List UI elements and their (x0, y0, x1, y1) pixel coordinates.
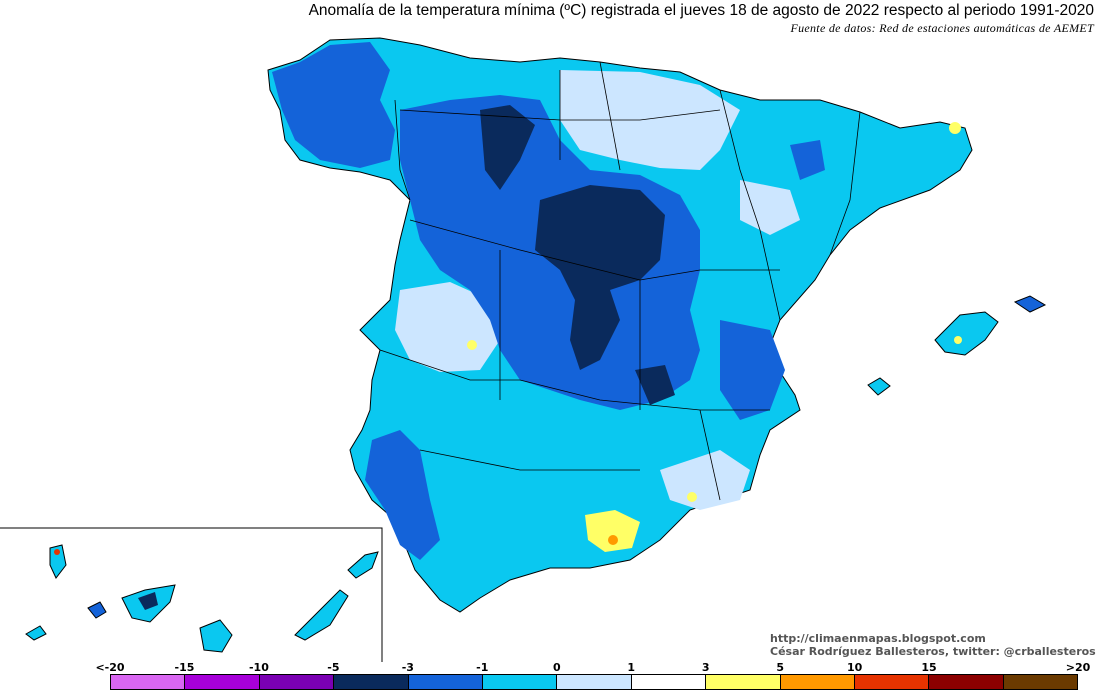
legend-swatch (482, 675, 558, 689)
legend-label: 0 (552, 661, 561, 674)
zone-extremadura-warm (467, 340, 477, 350)
el-hierro (25, 625, 47, 641)
legend-swatch (111, 675, 186, 689)
la-palma (49, 544, 67, 579)
legend-swatch (706, 675, 781, 689)
legend-swatch (1003, 675, 1078, 689)
legend-swatch (780, 675, 855, 689)
gran-canaria (199, 619, 233, 653)
legend-label: 3 (701, 661, 710, 674)
legend-swatch (334, 675, 409, 689)
legend-label: 5 (776, 661, 784, 674)
zone-levante-cold (720, 320, 785, 420)
legend-labels: <-20 -15 -10 -5 -3 -1 0 1 3 5 10 15 >20 (0, 661, 1098, 675)
zone-huelva-cold (365, 430, 440, 560)
ibiza (867, 377, 891, 396)
zone-galicia-cold (272, 42, 395, 168)
zone-northeast-light (560, 70, 740, 170)
zone-girona-warm (949, 122, 961, 134)
legend-color-bar (110, 674, 1078, 690)
zone-catalonia-cold (790, 140, 825, 180)
mallorca-warm (954, 336, 962, 344)
legend-swatch (557, 675, 632, 689)
tenerife-cold (138, 592, 158, 610)
zone-granada-hot (608, 535, 618, 545)
legend-label: 10 (846, 661, 863, 674)
legend-swatch (185, 675, 260, 689)
legend-label: -3 (401, 661, 414, 674)
blog-credit: http://climaenmapas.blogspot.com (770, 632, 986, 645)
zone-granada-warm (585, 510, 640, 552)
legend-swatch (259, 675, 335, 689)
legend-label: -15 (174, 661, 195, 674)
legend-swatch (929, 675, 1004, 689)
lanzarote (347, 551, 379, 579)
legend-swatch (408, 675, 483, 689)
map-title: Anomalía de la temperatura mínima (ºC) r… (308, 2, 1094, 19)
data-source: Fuente de datos: Red de estaciones autom… (790, 21, 1094, 35)
la-palma-hot (54, 549, 60, 555)
canary-inset-frame (0, 527, 383, 662)
fuerteventura (294, 589, 349, 641)
zone-aragon-light (740, 180, 800, 235)
legend-swatch (854, 675, 930, 689)
canary-islands (25, 544, 379, 653)
author-credit: César Rodríguez Ballesteros, twitter: @c… (770, 645, 1096, 658)
legend-label: -5 (327, 661, 340, 674)
zone-almeria-warm (687, 492, 697, 502)
legend-swatch (631, 675, 707, 689)
menorca (1013, 295, 1047, 313)
legend-label: -1 (476, 661, 489, 674)
zone-burgos-very-cold (480, 105, 535, 190)
legend-label: -10 (248, 661, 269, 674)
legend-label: <-20 (95, 661, 125, 674)
zone-andalusia-east-light (660, 450, 750, 510)
zone-meseta-very-cold (535, 185, 665, 370)
legend-label: 15 (921, 661, 937, 674)
regional-borders (379, 61, 861, 501)
legend-label: >20 (1065, 661, 1091, 674)
la-gomera (87, 601, 107, 619)
legend-label: 1 (627, 661, 636, 674)
zone-cuenca-very-cold (635, 365, 675, 405)
mallorca (934, 311, 999, 356)
